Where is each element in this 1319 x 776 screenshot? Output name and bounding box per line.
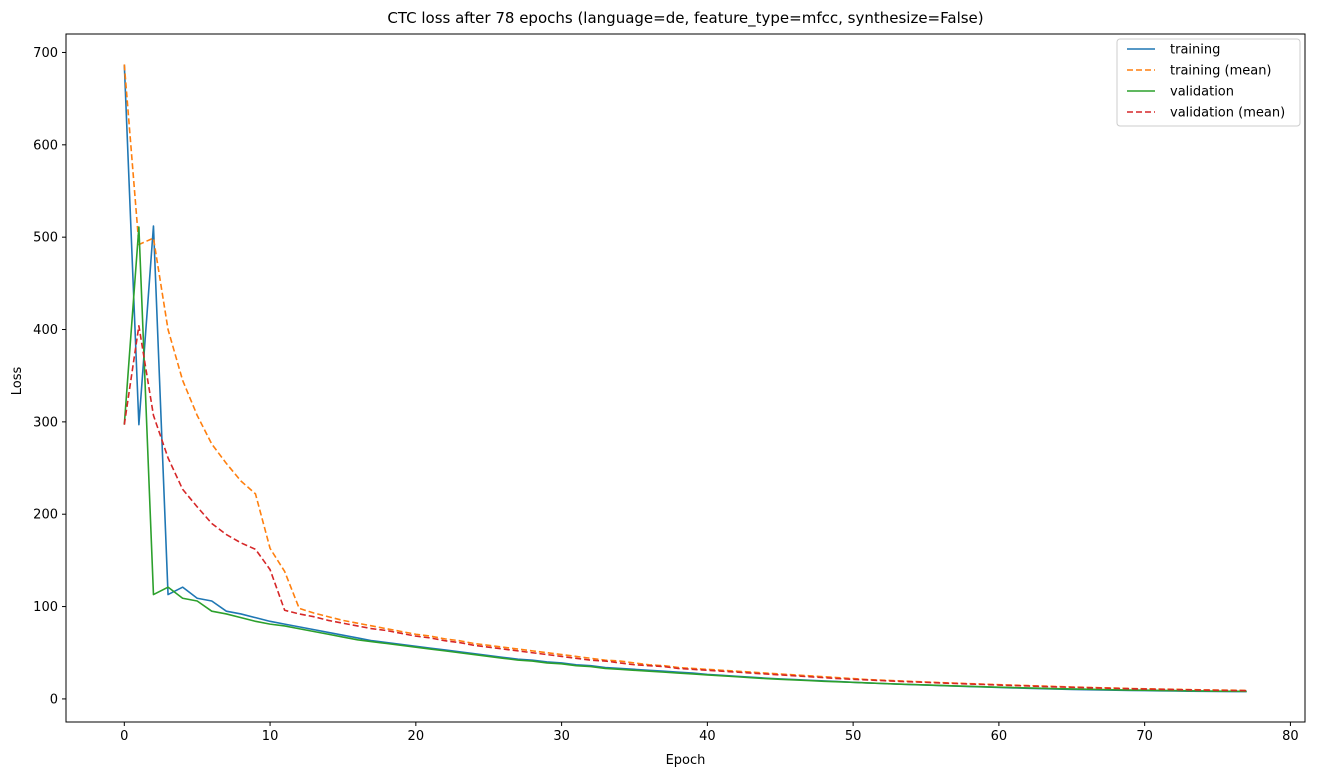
y-tick-label: 600 [33, 138, 58, 153]
y-tick-label: 0 [50, 692, 58, 707]
series-line-validation-mean [123, 325, 1247, 692]
x-tick-label: 30 [553, 729, 570, 744]
y-axis-label: Loss [10, 367, 25, 396]
x-tick-label: 60 [991, 729, 1008, 744]
legend-label: training [1170, 43, 1220, 58]
y-tick-label: 100 [33, 600, 58, 615]
axes-frame [65, 33, 1306, 723]
plot-area [123, 64, 1247, 693]
y-tick-label: 500 [33, 231, 58, 246]
x-axis: 0 10 20 30 40 50 60 70 80 [120, 722, 1299, 744]
chart-title: CTC loss after 78 epochs (language=de, f… [387, 9, 983, 28]
x-tick-label: 10 [262, 729, 279, 744]
y-tick-label: 200 [33, 508, 58, 523]
legend-box [1116, 38, 1301, 127]
series-line-validation [123, 226, 1247, 693]
y-tick-label: 700 [33, 46, 58, 61]
x-tick-label: 70 [1136, 729, 1153, 744]
x-tick-label: 40 [699, 729, 716, 744]
y-axis: 0 100 200 300 400 500 600 700 [33, 46, 66, 707]
x-tick-label: 0 [120, 729, 128, 744]
legend-label: validation (mean) [1170, 106, 1285, 121]
y-tick-label: 300 [33, 415, 58, 430]
series-line-training-mean [123, 64, 1247, 692]
x-tick-label: 50 [845, 729, 862, 744]
series-line-training [123, 64, 1247, 693]
legend-label: validation [1170, 85, 1234, 100]
x-axis-label: Epoch [666, 753, 706, 768]
x-tick-label: 80 [1282, 729, 1299, 744]
x-tick-label: 20 [408, 729, 425, 744]
legend-label: training (mean) [1170, 64, 1272, 79]
legend: training training (mean) validation validat… [1116, 38, 1301, 127]
y-tick-label: 400 [33, 323, 58, 338]
